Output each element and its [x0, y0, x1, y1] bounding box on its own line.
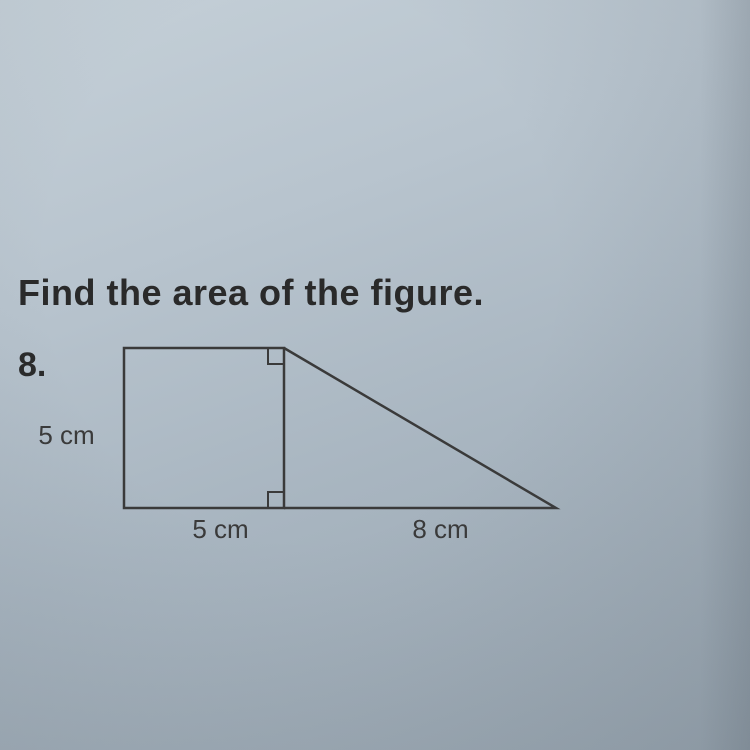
problem-row: 8. 5 cm 5 cm 8 cm [18, 342, 718, 552]
triangle-shape [284, 348, 556, 508]
instruction-text: Find the area of the figure. [18, 272, 718, 314]
problem-number: 8. [18, 346, 46, 385]
right-angle-marker-top [268, 348, 284, 364]
dimension-label-height: 5 cm [38, 420, 94, 451]
worksheet-content: Find the area of the figure. 8. 5 cm 5 c… [18, 272, 718, 552]
geometry-figure: 5 cm 5 cm 8 cm [116, 342, 596, 552]
square-shape [124, 348, 284, 508]
dimension-label-base2: 8 cm [412, 514, 468, 545]
dimension-label-base1: 5 cm [192, 514, 248, 545]
right-angle-marker-bottom [268, 492, 284, 508]
composite-shape-svg [116, 342, 576, 522]
photo-edge-shadow [700, 0, 750, 750]
